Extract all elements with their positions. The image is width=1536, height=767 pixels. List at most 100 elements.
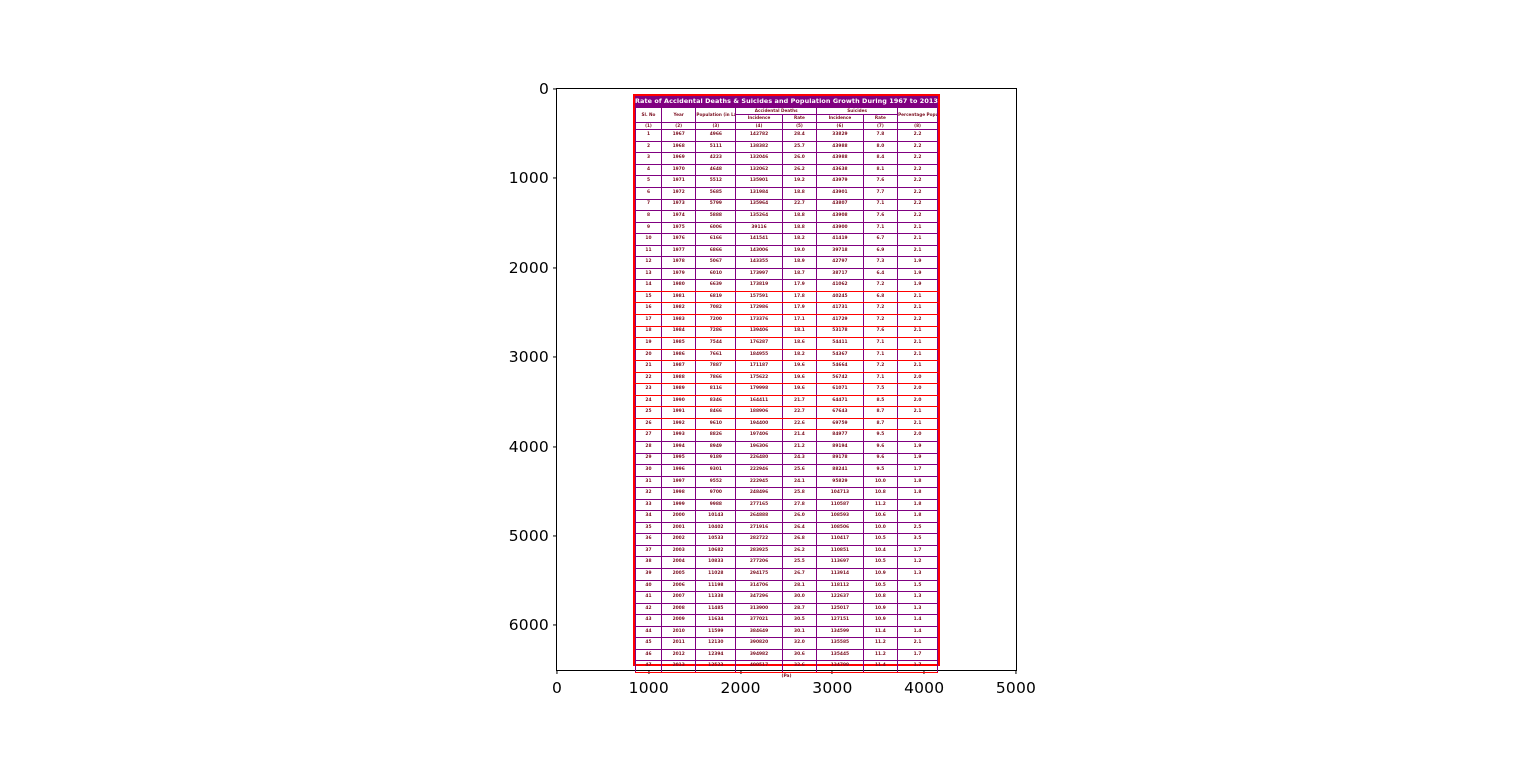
table-cell: 40245	[816, 290, 864, 304]
xtick-label: 3000	[812, 679, 853, 697]
table-cell: 1985	[660, 337, 697, 350]
table-cell: 2.0	[897, 371, 938, 385]
table-row: 5 1971 5512 135901 19.2 43979 7.6 2.2	[635, 175, 938, 188]
table-cell: 1995	[660, 452, 697, 466]
table-cell: 2004	[660, 556, 697, 569]
table-cell: 18.6	[781, 337, 818, 350]
table-cell: 135585	[816, 637, 864, 650]
table-cell: 1978	[660, 256, 697, 269]
table-cell: 25.6	[781, 464, 818, 477]
col-header-suicides: Suicides	[816, 106, 899, 116]
table-row: 36 2002 10533 282722 26.8 110417 10.5 3.5	[635, 533, 938, 546]
table-cell: 10.9	[862, 614, 899, 627]
col-num-5: (5)	[781, 121, 818, 131]
table-cell: 110851	[816, 544, 864, 558]
table-row: 3 1969 4223 132046 26.0 43988 8.4 2.2	[635, 152, 938, 165]
table-cell: 39718	[816, 244, 864, 258]
table-cell: 1968	[660, 140, 697, 154]
table-cell: 8466	[695, 406, 737, 419]
table-cell: 10143	[695, 510, 737, 523]
table-cell: 17.9	[781, 302, 818, 315]
table-cell: 1992	[660, 417, 697, 431]
table-cell: 11599	[695, 625, 737, 639]
table-cell: 2011	[660, 637, 697, 650]
table-cell: 18.9	[781, 256, 818, 269]
table-cell: 8.1	[862, 163, 899, 177]
table-cell: 30.6	[781, 648, 818, 662]
table-cell: 6	[635, 186, 662, 200]
table-cell: 226480	[735, 452, 783, 466]
table-cell: 18.8	[781, 186, 818, 200]
xtick-label: 1000	[628, 679, 669, 697]
table-cell: 10.0	[862, 521, 899, 535]
table-row: 22 1988 7866 175622 19.6 56742 7.1 2.0	[635, 371, 938, 385]
table-cell: 1.8	[897, 475, 938, 489]
table-row: 14 1980 6639 173819 17.9 41062 7.2 1.9	[635, 279, 938, 292]
table-cell: 8346	[695, 394, 737, 408]
table-row: 47 2013 12523 400517 32.6 134799 11.4 1.7	[635, 660, 938, 673]
table-cell: 7.7	[862, 186, 899, 200]
table-cell: 2.2	[897, 313, 938, 327]
table-cell: 9	[635, 221, 662, 235]
table-cell: 132046	[735, 152, 783, 165]
table-cell: 89194	[816, 441, 864, 454]
table-footnote: (Pa)	[781, 674, 792, 680]
table-cell: 1980	[660, 279, 697, 292]
table-cell: 17.1	[781, 313, 818, 327]
table-cell: 21.7	[781, 394, 818, 408]
table-cell: 277206	[735, 556, 783, 569]
table-row: 35 2001 10402 271916 26.4 108506 10.0 2.5	[635, 521, 938, 535]
table-cell: 8116	[695, 383, 737, 396]
table-cell: 47	[635, 660, 662, 673]
table-cell: 1972	[660, 186, 697, 200]
table-cell: 2.1	[897, 302, 938, 315]
table-cell: 30.1	[781, 625, 818, 639]
table-cell: 7544	[695, 337, 737, 350]
col-num-8: (8)	[897, 121, 938, 131]
table-cell: 21	[635, 360, 662, 373]
table-cell: 33829	[816, 129, 864, 142]
table-row: 18 1984 7286 139406 18.1 53178 7.6 2.1	[635, 325, 938, 339]
table-cell: 43900	[816, 221, 864, 235]
table-cell: 21.4	[781, 429, 818, 442]
table-cell: 2.1	[897, 221, 938, 235]
table-cell: 135901	[735, 175, 783, 188]
table-cell: 10.9	[862, 602, 899, 616]
table-cell: 9.6	[862, 452, 899, 466]
table-cell: 54367	[816, 348, 864, 362]
table-cell: 24.1	[781, 475, 818, 489]
table-cell: 1971	[660, 175, 697, 188]
table-cell: 222945	[735, 475, 783, 489]
table-row: 11 1977 6866 143006 19.0 39718 6.9 2.1	[635, 244, 938, 258]
table-cell: 1.5	[897, 579, 938, 593]
table-cell: 43901	[816, 186, 864, 200]
table-cell: 2.1	[897, 360, 938, 373]
table-cell: 18.7	[781, 267, 818, 281]
table-row: 2 1968 5111 138382 25.7 43988 8.0 2.2	[635, 140, 938, 154]
table-cell: 18.2	[781, 233, 818, 246]
table-cell: 143006	[735, 244, 783, 258]
table-cell: 4648	[695, 163, 737, 177]
table-cell: 11.2	[862, 637, 899, 650]
table-cell: 135964	[735, 198, 783, 212]
table-cell: 18	[635, 325, 662, 339]
table-cell: 2008	[660, 602, 697, 616]
table-cell: 26.2	[781, 163, 818, 177]
table-cell: 2.1	[897, 417, 938, 431]
col-header-su-incidence: Incidence	[816, 114, 864, 123]
table-cell: 18.8	[781, 210, 818, 223]
table-cell: 41062	[816, 279, 864, 292]
table-row: 38 2004 10833 277206 25.5 113697 10.5 1.2	[635, 556, 938, 569]
col-num-6: (6)	[816, 121, 864, 131]
table-cell: 11338	[695, 591, 737, 604]
table-row: 8 1974 5888 135264 18.8 43908 7.6 2.2	[635, 210, 938, 223]
col-header-su-rate: Rate	[862, 114, 899, 123]
table-cell: 16	[635, 302, 662, 315]
table-row: 27 1993 8826 197406 21.4 84977 9.5 2.0	[635, 429, 938, 442]
table-cell: 2.2	[897, 210, 938, 223]
table-cell: 9189	[695, 452, 737, 466]
table-cell: 264888	[735, 510, 783, 523]
table-cell: 139406	[735, 325, 783, 339]
table-cell: 1993	[660, 429, 697, 442]
table-cell: 9700	[695, 487, 737, 500]
